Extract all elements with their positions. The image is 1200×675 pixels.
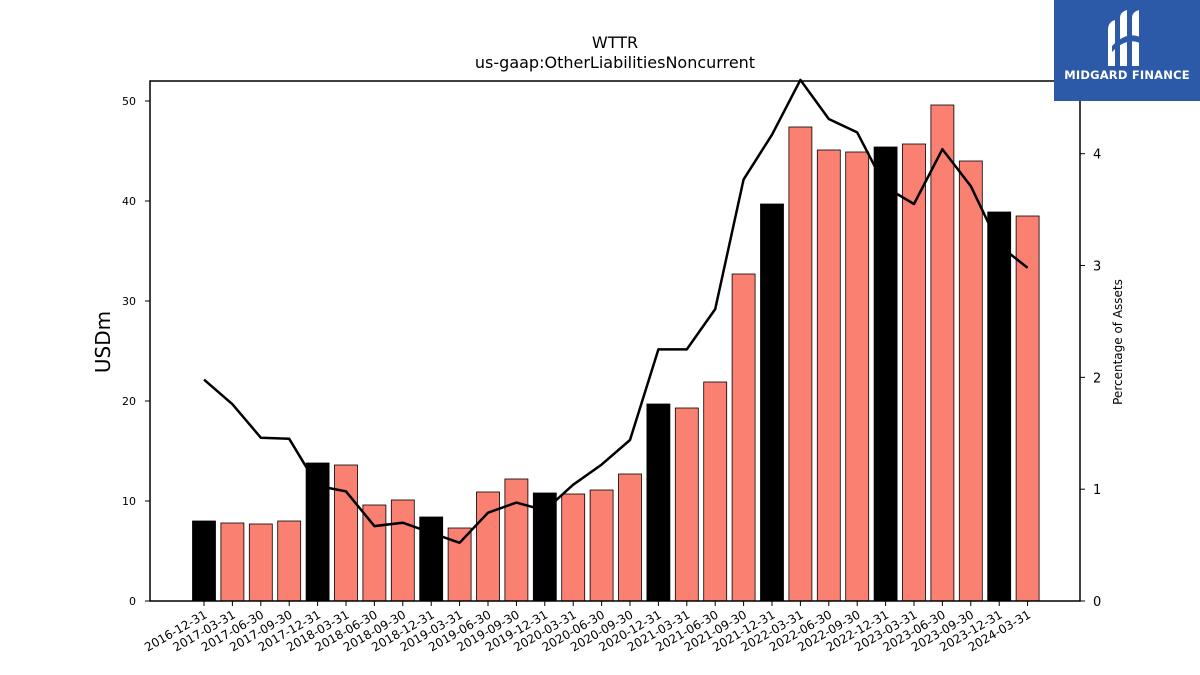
bar-2017-06-30	[248, 523, 273, 602]
y2-tick-label: 3	[1093, 260, 1101, 275]
chart-title: WTTR	[592, 33, 638, 52]
y2-tick-label: 4	[1093, 148, 1101, 163]
y-tick-label: 20	[122, 395, 136, 408]
bar-2017-09-30	[277, 520, 302, 602]
bar-2023-09-30	[958, 160, 983, 602]
plot-frame	[149, 80, 1081, 602]
bar-2024-03-31	[1015, 215, 1040, 602]
y2-axis-label: Percentage of Assets	[1111, 279, 1125, 405]
percentage-of-assets-line	[203, 78, 1029, 545]
bar-2020-06-30	[589, 489, 614, 602]
bar-2018-06-30	[362, 504, 387, 602]
y-tick-label: 30	[122, 295, 136, 308]
bar-2022-12-31	[873, 146, 898, 602]
y-tick-label: 40	[122, 195, 136, 208]
bar-2018-03-31	[334, 464, 358, 602]
line-layer	[203, 78, 1029, 545]
y2-tick-label: 2	[1093, 371, 1101, 386]
bar-2021-06-30	[703, 381, 728, 602]
bar-2021-03-31	[674, 407, 699, 602]
y-tick-label: 10	[122, 495, 136, 508]
bar-2018-09-30	[390, 499, 415, 602]
bar-2022-03-31	[788, 126, 813, 602]
bar-2022-06-30	[816, 149, 841, 602]
y2-tick-label: 1	[1093, 483, 1101, 498]
chart-subtitle: us-gaap:OtherLiabilitiesNoncurrent	[475, 53, 755, 72]
y-axis-label: USDm	[91, 311, 115, 373]
bar-2019-06-30	[476, 491, 500, 602]
bar-2019-09-30	[504, 478, 529, 602]
bar-2017-03-31	[220, 522, 245, 602]
bar-2020-09-30	[618, 473, 642, 602]
y-tick-label: 0	[129, 595, 136, 608]
brand-name: MIDGARD FINANCE	[1064, 68, 1190, 82]
midgard-logo-icon	[1108, 10, 1142, 66]
bar-2023-03-31	[902, 143, 926, 602]
bar-2021-12-31	[760, 203, 784, 602]
brand-logo: MIDGARD FINANCE	[1054, 0, 1200, 101]
bar-2021-09-30	[731, 273, 756, 602]
bar-2020-03-31	[561, 493, 586, 602]
bar-2023-06-30	[930, 104, 955, 602]
bars-layer	[192, 104, 1040, 602]
bar-2020-12-31	[646, 403, 671, 602]
y-tick-label: 50	[122, 95, 136, 108]
y2-tick-label: 0	[1093, 595, 1101, 610]
bar-2023-12-31	[987, 211, 1012, 602]
bar-2016-12-31	[192, 520, 216, 602]
bar-2022-09-30	[845, 151, 870, 602]
